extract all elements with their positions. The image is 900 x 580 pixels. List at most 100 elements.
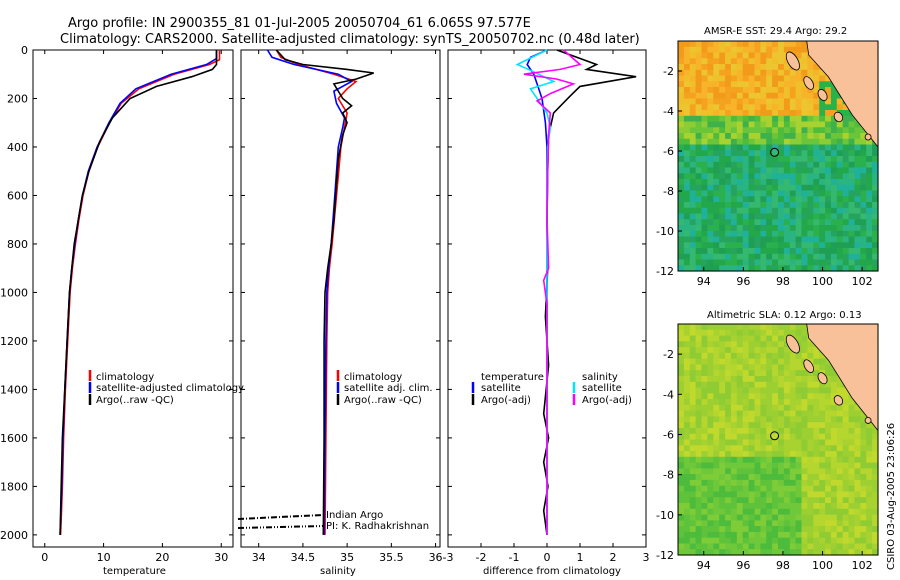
map-cell [813,127,820,134]
map-cell [754,81,761,88]
map-cell [807,439,814,446]
map-cell [701,514,708,521]
map-cell [754,514,761,521]
map-cell [813,259,820,266]
map-cell [736,196,744,203]
map-cell [783,393,791,400]
map-cell [707,202,714,209]
map-cell [825,202,832,209]
map-cell [701,110,708,117]
map-cell [719,253,726,261]
map-cell [778,104,785,111]
map-cell [825,196,832,203]
map-cell [748,451,756,458]
map-cell [783,503,791,510]
map-cell [848,427,856,435]
island [785,51,800,71]
map-cell [795,364,803,371]
map-cell [707,526,714,533]
map-cell [778,184,785,192]
map-cell [795,422,803,429]
map-cell [772,190,779,197]
map-cell [736,52,744,59]
legend-label-argo: Argo(..raw -QC) [96,395,174,406]
map-cell [860,236,867,243]
map-cell [860,219,867,226]
map-cell [707,213,714,220]
map-cell [701,184,708,192]
map-cell [766,416,773,423]
map-cell [760,167,767,174]
map-cell [678,138,685,146]
map-cell [695,456,703,464]
map-cell [819,456,826,464]
map-cell [801,537,808,545]
map-cell [825,537,832,545]
map-cell [748,422,756,429]
map-cell [778,381,785,389]
map-cell [683,161,691,169]
map-cell [819,526,826,533]
map-cell [866,173,873,180]
map-cell [783,347,791,354]
map-cell [736,81,744,88]
map-cell [760,81,767,88]
map-cell [695,508,703,516]
map-cell [754,144,761,151]
map-cell [807,179,814,186]
map-cell [813,451,820,458]
map-cell [725,462,732,469]
map-cell [842,259,850,266]
map-cell [836,104,844,111]
map-cell [766,439,773,446]
map-cell [707,358,714,365]
map-cell [813,138,820,146]
map-cell [736,41,744,48]
map-cell [748,236,756,243]
map-cell [707,81,714,88]
map-cell [866,422,873,429]
map-cell [819,190,826,197]
map-cell [730,259,738,266]
map-cell [813,242,820,249]
map-cell [730,376,738,383]
map-cell [742,115,750,123]
map-cell [730,242,738,249]
map-cell [854,196,861,203]
map-cell [748,161,756,169]
map-cell [866,242,873,249]
map-cell [707,393,714,400]
map-cell [748,81,756,88]
figure-title-line1: Argo profile: IN 2900355_81 01-Jul-2005 … [68,16,531,31]
map-cell [854,508,861,516]
map-cell [836,404,844,412]
map-cell [683,341,691,348]
map-cell [742,64,750,71]
map-cell [683,370,691,377]
map-cell [713,543,720,550]
map-cell [842,514,850,521]
map-cell [713,549,720,556]
map-cell [872,427,879,435]
map-cell [736,161,744,169]
map-cell [683,514,691,521]
map-cell [742,196,750,203]
map-cell [695,549,703,556]
map-cell [813,503,820,510]
map-cell [789,399,797,406]
map-cell [725,376,732,383]
map-cell [760,410,767,417]
map-cell [719,358,726,365]
map-cell [683,335,691,342]
map-cell [701,41,708,48]
map-cell [766,196,773,203]
map-cell [801,92,808,100]
map-cell [848,503,856,510]
map-cell [683,422,691,429]
map-cell [801,462,808,469]
map-cell [830,196,838,203]
map-cell [754,439,761,446]
map-cell [766,352,773,360]
map-cell [789,161,797,169]
map-cell [825,173,832,180]
